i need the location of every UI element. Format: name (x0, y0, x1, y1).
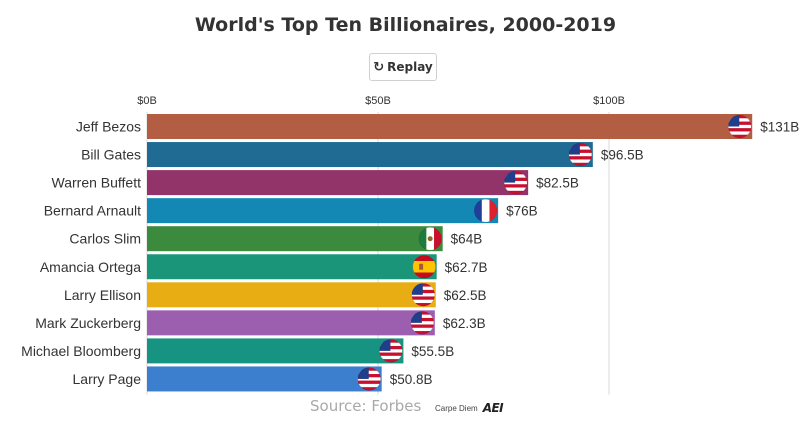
category-label: Bernard Arnault (44, 203, 141, 219)
bar (147, 226, 443, 252)
category-label: Amancia Ortega (40, 259, 141, 275)
value-label: $82.5B (536, 176, 579, 191)
usa-flag-icon (728, 115, 752, 138)
category-label: Bill Gates (81, 147, 141, 163)
value-label: $64B (451, 232, 483, 247)
bar (147, 142, 593, 168)
category-label: Carlos Slim (69, 231, 141, 247)
bar (147, 170, 529, 196)
value-label: $50.8B (390, 372, 433, 387)
value-label: $62.5B (444, 288, 487, 303)
bar (147, 198, 499, 224)
replay-button[interactable]: ↻ Replay (369, 53, 437, 81)
france-flag-icon (474, 199, 498, 223)
bar (147, 338, 404, 364)
x-tick-label: $50B (365, 95, 391, 107)
category-label: Michael Bloomberg (21, 343, 141, 359)
bar (147, 254, 437, 280)
usa-flag-icon (379, 339, 403, 363)
value-label: $96.5B (601, 148, 644, 163)
value-label: $62.3B (443, 316, 486, 331)
chart-title: World's Top Ten Billionaires, 2000-2019 (194, 14, 617, 36)
usa-flag-icon (410, 311, 434, 335)
category-label: Larry Ellison (64, 287, 141, 303)
source-note: Source: Forbes (310, 397, 422, 415)
value-label: $131B (760, 120, 799, 135)
usa-flag-icon (411, 283, 435, 307)
credit: Carpe Diem AEI (435, 401, 504, 415)
bar (147, 310, 435, 336)
bar (147, 282, 436, 308)
mexico-flag-icon (418, 227, 442, 251)
x-tick-label: $100B (593, 95, 625, 107)
replay-label: Replay (387, 60, 433, 74)
aei-logo: AEI (482, 401, 504, 415)
spain-flag-icon (412, 255, 436, 279)
value-label: $76B (506, 204, 538, 219)
usa-flag-icon (357, 367, 381, 391)
credit-text: Carpe Diem (435, 403, 478, 413)
category-label: Warren Buffett (52, 175, 142, 191)
replay-icon: ↻ (373, 59, 385, 75)
usa-flag-icon (568, 143, 592, 167)
category-label: Jeff Bezos (76, 119, 141, 135)
x-tick-label: $0B (137, 95, 157, 107)
bar (147, 366, 382, 392)
usa-flag-icon (504, 171, 528, 195)
value-label: $62.7B (445, 260, 488, 275)
value-label: $55.5B (411, 344, 454, 359)
category-label: Mark Zuckerberg (35, 315, 141, 331)
category-label: Larry Page (73, 371, 142, 387)
bar (147, 114, 753, 139)
